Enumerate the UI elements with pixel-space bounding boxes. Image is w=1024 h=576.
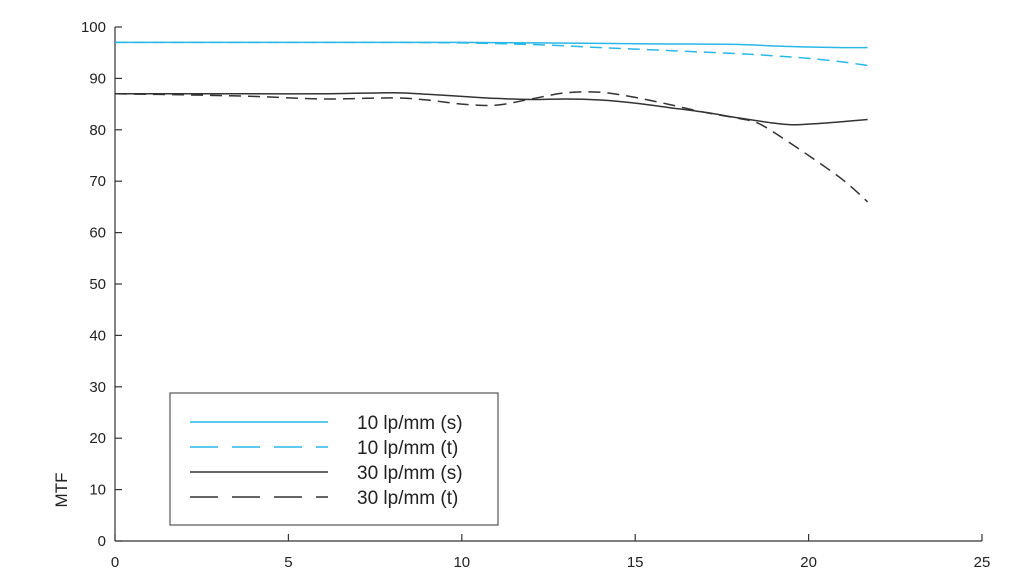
- series-layer: [114, 41, 869, 203]
- x-tick-label: 20: [800, 554, 817, 571]
- y-tick-label: 70: [89, 173, 106, 190]
- y-tick-label: 60: [89, 225, 106, 242]
- legend: 10 lp/mm (s) 10 lp/mm (t) 30 lp/mm (s) 30 l…: [169, 392, 499, 526]
- legend-label-30-lp-mm-s: 30 lp/mm (s): [357, 463, 463, 484]
- y-tick-label: 10: [89, 482, 106, 499]
- series-line-10-lp-mm-s: [114, 41, 868, 49]
- x-tick-label: 25: [974, 554, 991, 571]
- y-tick-label: 0: [98, 533, 106, 550]
- series-line-30-lp-mm-t: [114, 91, 869, 203]
- axes: 0 5 10 15 20 25 0 10 20 30 40 50 60 70 80 90 100: [81, 19, 990, 571]
- x-tick-label: 15: [627, 554, 644, 571]
- series-line-10-lp-mm-t: [114, 41, 868, 67]
- y-tick-label: 20: [89, 430, 106, 447]
- legend-label-10-lp-mm-t: 10 lp/mm (t): [357, 438, 458, 459]
- y-tick-label: 80: [89, 122, 106, 139]
- y-axis-title: MTF: [52, 473, 71, 508]
- x-tick-label: 5: [284, 554, 292, 571]
- y-tick-label: 50: [89, 276, 106, 293]
- x-tick-label: 0: [111, 554, 119, 571]
- legend-box: [169, 392, 499, 526]
- x-tick-label: 10: [453, 554, 470, 571]
- legend-label-30-lp-mm-t: 30 lp/mm (t): [357, 488, 458, 509]
- y-tick-label: 40: [89, 327, 106, 344]
- y-tick-label: 90: [89, 70, 106, 87]
- y-tick-label: 100: [81, 19, 106, 36]
- legend-label-10-lp-mm-s: 10 lp/mm (s): [357, 413, 463, 434]
- y-tick-label: 30: [89, 379, 106, 396]
- series-line-30-lp-mm-s: [115, 92, 868, 126]
